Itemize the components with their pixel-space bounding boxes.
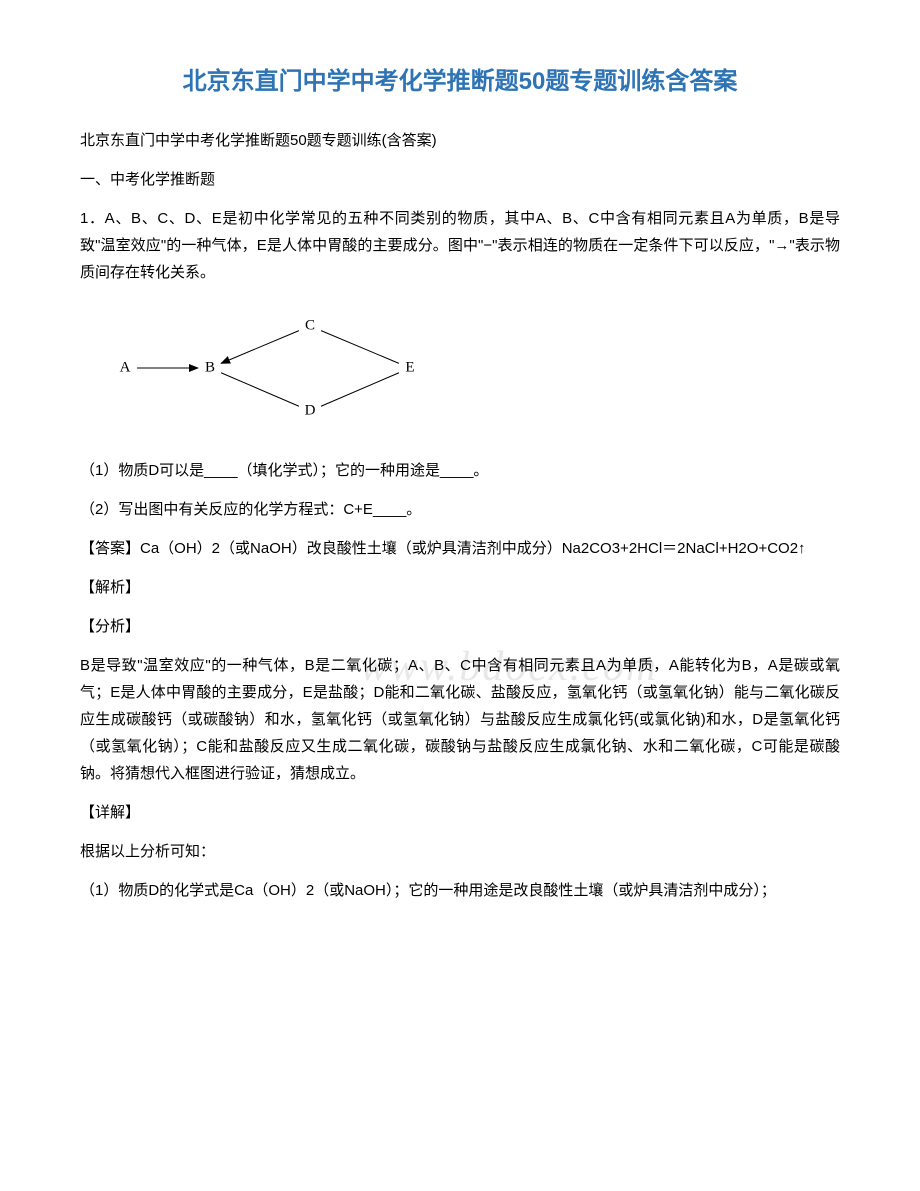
question-1: （1）物质D可以是____（填化学式）；它的一种用途是____。 — [80, 457, 840, 484]
diagram-svg: A B C D E — [100, 306, 460, 426]
svg-text:D: D — [305, 403, 316, 419]
page-title: 北京东直门中学中考化学推断题50题专题训练含答案 — [80, 60, 840, 103]
question-intro: 1．A、B、C、D、E是初中化学常见的五种不同类别的物质，其中A、B、C中含有相… — [80, 205, 840, 286]
relationship-diagram: A B C D E — [100, 306, 840, 437]
detail-label: 【详解】 — [80, 799, 840, 826]
analysis-label: 【分析】 — [80, 613, 840, 640]
subtitle: 北京东直门中学中考化学推断题50题专题训练(含答案) — [80, 127, 840, 154]
svg-text:E: E — [405, 360, 414, 376]
svg-text:C: C — [305, 318, 315, 334]
answer-text: 【答案】Ca（OH）2（或NaOH）改良酸性土壤（或炉具清洁剂中成分）Na2CO… — [80, 535, 840, 562]
svg-text:A: A — [120, 360, 131, 376]
question-2: （2）写出图中有关反应的化学方程式：C+E____。 — [80, 496, 840, 523]
detail-intro: 根据以上分析可知： — [80, 838, 840, 865]
analysis-text: B是导致"温室效应"的一种气体，B是二氧化碳；A、B、C中含有相同元素且A为单质… — [80, 652, 840, 787]
explain-label: 【解析】 — [80, 574, 840, 601]
detail-1: （1）物质D的化学式是Ca（OH）2（或NaOH）；它的一种用途是改良酸性土壤（… — [80, 877, 840, 904]
svg-text:B: B — [205, 360, 215, 376]
section-header: 一、中考化学推断题 — [80, 166, 840, 193]
